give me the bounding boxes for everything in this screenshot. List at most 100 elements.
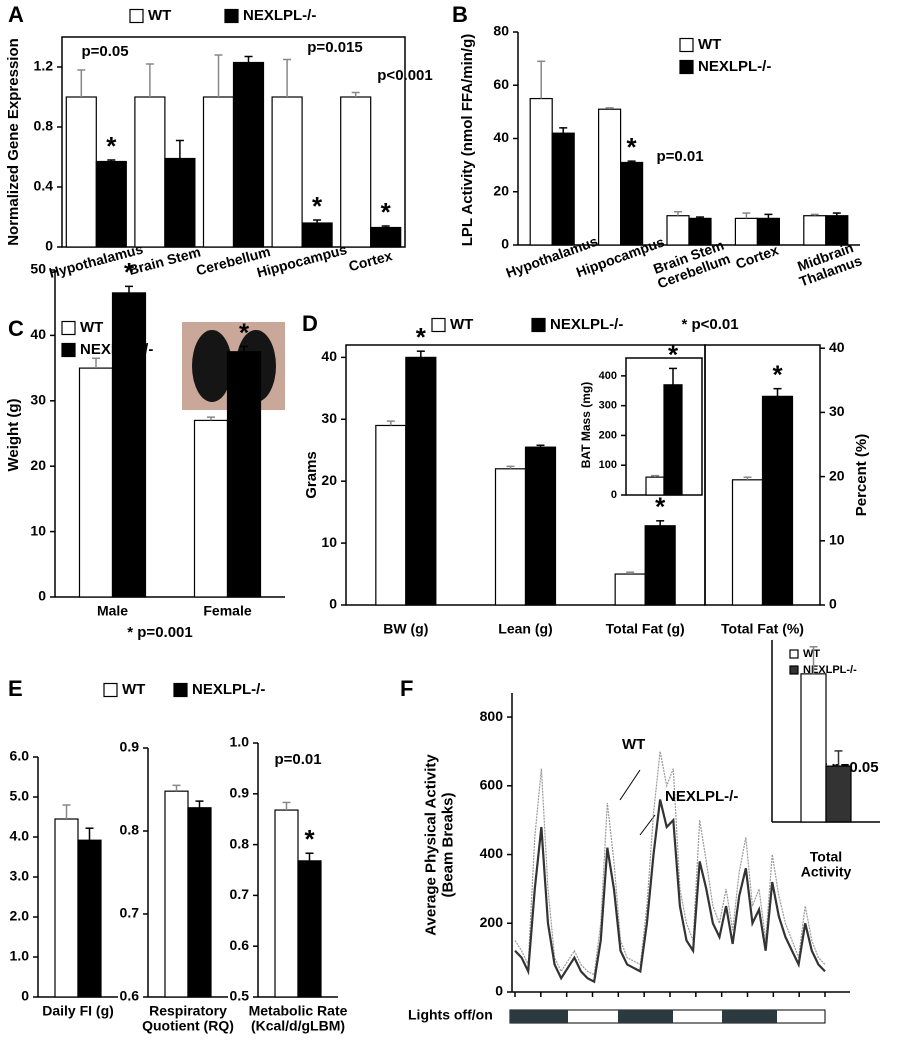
x-tick-label: Activity	[801, 864, 852, 880]
y-tick-label: 800	[480, 708, 504, 724]
bar	[164, 157, 196, 248]
legend-label: WT	[80, 319, 103, 336]
y-tick-label: 0.8	[230, 835, 250, 851]
x-tick-label: Total Fat (%)	[721, 621, 804, 637]
legend-swatch	[531, 317, 546, 333]
y-tick-label: 0	[38, 588, 46, 604]
legend-label: NEXLPL-/-	[698, 58, 771, 75]
bar	[370, 226, 402, 248]
annotation: p=0.05	[81, 43, 128, 60]
legend-label: NEXLPL-/-	[550, 316, 623, 333]
bar	[494, 468, 527, 606]
bar	[734, 217, 759, 246]
bar	[301, 222, 333, 248]
legend-swatch	[789, 649, 799, 659]
y-tick-label: 10	[30, 522, 46, 538]
y-tick-label: 0	[45, 238, 53, 254]
bar	[761, 395, 794, 606]
lights-off	[510, 1010, 568, 1023]
y-axis-label: Grams	[303, 451, 320, 499]
x-tick-label: (Kcal/d/gLBM)	[251, 1018, 345, 1034]
y-tick-label: 0.8	[120, 822, 140, 838]
legend-swatch	[61, 342, 76, 358]
y-tick-label: 20	[321, 472, 337, 488]
bar	[232, 61, 265, 248]
y-tick-label: 0.4	[34, 178, 54, 194]
significance: *	[124, 257, 135, 287]
activity-line	[514, 751, 826, 976]
bar	[271, 96, 303, 248]
y-tick-label: 30	[30, 392, 46, 408]
y-tick-label: 0.6	[230, 937, 250, 953]
bar	[619, 161, 644, 246]
legend-swatch	[431, 317, 446, 333]
x-tick-label: Lean (g)	[498, 621, 552, 637]
y-tick-label: 400	[599, 370, 617, 382]
bar	[645, 476, 665, 496]
y-axis-label: Normalized Gene Expression	[5, 38, 22, 246]
panel-label: D	[302, 311, 318, 336]
y-tick-label: 10	[321, 534, 337, 550]
y-tick-label: 40	[493, 129, 509, 145]
bar	[78, 367, 114, 598]
y-tick-label: 30	[829, 403, 845, 419]
bar	[529, 97, 553, 246]
significance: *	[655, 492, 666, 522]
y-axis-label: Weight (g)	[5, 398, 22, 471]
bar	[65, 96, 97, 248]
legend-swatch	[129, 8, 144, 24]
bar	[226, 351, 262, 598]
y-tick-label: 0	[501, 236, 509, 252]
panel-label: C	[8, 316, 24, 341]
y-tick-label: 0.6	[120, 988, 140, 1004]
bar	[800, 673, 827, 823]
y-tick-label: 20	[829, 467, 845, 483]
y-tick-label: 0	[495, 983, 503, 999]
bar	[551, 132, 575, 246]
y-tick-label: 1.2	[34, 58, 54, 74]
y-axis-label: Percent (%)	[853, 434, 870, 517]
legend-swatch	[61, 320, 76, 336]
bar	[375, 424, 407, 606]
y-tick-label: 40	[30, 326, 46, 342]
y-tick-label: 200	[480, 914, 504, 930]
legend-label: WT	[698, 36, 721, 53]
legend-label: WT	[122, 681, 145, 698]
bar	[644, 525, 676, 606]
y-tick-label: 20	[493, 182, 509, 198]
annotation: p=0.01	[656, 148, 703, 165]
bar	[54, 818, 79, 998]
lights-off	[618, 1010, 673, 1023]
bar	[187, 807, 212, 998]
y-tick-label: 0	[21, 988, 29, 1004]
lights-label: Lights off/on	[408, 1007, 493, 1023]
x-tick-label: BW (g)	[383, 621, 428, 637]
y-tick-label: 0.8	[34, 118, 54, 134]
y-tick-label: 60	[493, 76, 509, 92]
legend-label: WT	[803, 648, 820, 660]
bar	[597, 108, 622, 246]
y-tick-label: 0.5	[230, 988, 250, 1004]
y-tick-label: 1.0	[230, 734, 250, 750]
bar	[340, 96, 372, 248]
series-label: NEXLPL-/-	[665, 788, 738, 805]
significance: *	[772, 360, 783, 390]
significance: *	[312, 191, 323, 221]
y-tick-label: 0	[829, 596, 837, 612]
legend-swatch	[679, 59, 694, 75]
y-tick-label: 40	[321, 348, 337, 364]
y-tick-label: 200	[599, 429, 617, 441]
bar	[297, 860, 322, 998]
significance: *	[381, 197, 392, 227]
annotation: p=0.015	[307, 39, 362, 56]
y-tick-label: 0.9	[120, 739, 140, 755]
bar	[731, 479, 764, 606]
x-tick-label: Total	[810, 849, 842, 865]
y-tick-label: 0.7	[230, 886, 250, 902]
panel-label: A	[8, 2, 24, 27]
panel-label: F	[400, 676, 413, 701]
arrow	[639, 814, 656, 836]
y-tick-label: 1.0	[10, 948, 30, 964]
legend-label: NEXLPL-/-	[803, 664, 857, 676]
